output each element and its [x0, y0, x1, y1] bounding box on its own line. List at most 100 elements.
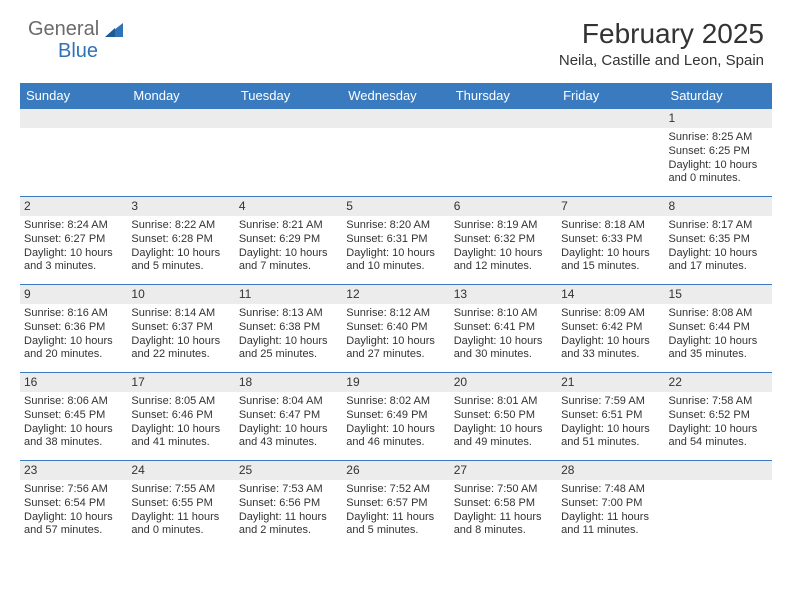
sunrise-line: Sunrise: 8:22 AM — [131, 219, 230, 233]
calendar-day-cell: 19Sunrise: 8:02 AMSunset: 6:49 PMDayligh… — [342, 373, 449, 461]
header: General Blue February 2025 Neila, Castil… — [0, 0, 792, 77]
calendar-day-cell: . — [127, 109, 234, 197]
logo-text-blue: Blue — [58, 40, 98, 63]
calendar-day-cell: 10Sunrise: 8:14 AMSunset: 6:37 PMDayligh… — [127, 285, 234, 373]
sunrise-line: Sunrise: 8:16 AM — [24, 307, 123, 321]
daylight-line: Daylight: 10 hours — [669, 159, 768, 173]
calendar-day-cell: 20 Sunrise: 8:01 AMSunset: 6:50 PMDayligh… — [450, 373, 557, 461]
calendar-day-cell: 17Sunrise: 8:05 AMSunset: 6:46 PMDayligh… — [127, 373, 234, 461]
sunrise-line: Sunrise: 7:50 AM — [454, 483, 553, 497]
daylight-line: and 20 minutes. — [24, 348, 123, 362]
day-number: 2 — [20, 197, 127, 216]
daylight-line: Daylight: 10 hours — [669, 423, 768, 437]
calendar-week-row: 23Sunrise: 7:56 AMSunset: 6:54 PMDayligh… — [20, 461, 772, 549]
day-number: 27 — [450, 461, 557, 480]
sunset-line: Sunset: 6:56 PM — [239, 497, 338, 511]
day-number: 5 — [342, 197, 449, 216]
day-number-empty: . — [20, 109, 127, 128]
daylight-line: and 10 minutes. — [346, 260, 445, 274]
sunrise-line: Sunrise: 8:01 AM — [454, 395, 553, 409]
daylight-line: Daylight: 10 hours — [239, 247, 338, 261]
logo: General Blue — [28, 18, 127, 41]
calendar-body: ......1Sunrise: 8:25 AMSunset: 6:25 PMDa… — [20, 109, 772, 549]
sunset-line: Sunset: 6:49 PM — [346, 409, 445, 423]
sunrise-line: Sunrise: 8:06 AM — [24, 395, 123, 409]
calendar-day-cell: 5Sunrise: 8:20 AMSunset: 6:31 PMDaylight… — [342, 197, 449, 285]
daylight-line: and 8 minutes. — [454, 524, 553, 538]
day-number: 14 — [557, 285, 664, 304]
calendar-day-cell: 1Sunrise: 8:25 AMSunset: 6:25 PMDaylight… — [665, 109, 772, 197]
sunset-line: Sunset: 6:42 PM — [561, 321, 660, 335]
weekday-header: Wednesday — [342, 83, 449, 109]
sunset-line: Sunset: 6:27 PM — [24, 233, 123, 247]
daylight-line: Daylight: 10 hours — [24, 247, 123, 261]
sunset-line: Sunset: 6:36 PM — [24, 321, 123, 335]
sunset-line: Sunset: 6:32 PM — [454, 233, 553, 247]
calendar-day-cell: 26Sunrise: 7:52 AMSunset: 6:57 PMDayligh… — [342, 461, 449, 549]
sunrise-line: Sunrise: 8:12 AM — [346, 307, 445, 321]
calendar-day-cell: 23Sunrise: 7:56 AMSunset: 6:54 PMDayligh… — [20, 461, 127, 549]
calendar-table: SundayMondayTuesdayWednesdayThursdayFrid… — [20, 83, 772, 549]
sunrise-line: Sunrise: 7:52 AM — [346, 483, 445, 497]
sunrise-line: Sunrise: 7:53 AM — [239, 483, 338, 497]
day-number: 20 — [450, 373, 557, 392]
daylight-line: and 5 minutes. — [346, 524, 445, 538]
day-number: 10 — [127, 285, 234, 304]
daylight-line: and 49 minutes. — [454, 436, 553, 450]
daylight-line: Daylight: 10 hours — [561, 247, 660, 261]
sunset-line: Sunset: 6:41 PM — [454, 321, 553, 335]
day-number: 4 — [235, 197, 342, 216]
daylight-line: Daylight: 10 hours — [131, 335, 230, 349]
sunrise-line: Sunrise: 8:20 AM — [346, 219, 445, 233]
calendar-day-cell: 3Sunrise: 8:22 AMSunset: 6:28 PMDaylight… — [127, 197, 234, 285]
day-number-empty: . — [557, 109, 664, 128]
sunrise-line: Sunrise: 7:59 AM — [561, 395, 660, 409]
daylight-line: Daylight: 10 hours — [669, 335, 768, 349]
sunset-line: Sunset: 6:55 PM — [131, 497, 230, 511]
calendar-day-cell: 28Sunrise: 7:48 AMSunset: 7:00 PMDayligh… — [557, 461, 664, 549]
daylight-line: and 27 minutes. — [346, 348, 445, 362]
day-number-empty: . — [127, 109, 234, 128]
calendar-day-cell: 16Sunrise: 8:06 AMSunset: 6:45 PMDayligh… — [20, 373, 127, 461]
sunrise-line: Sunrise: 7:48 AM — [561, 483, 660, 497]
daylight-line: and 46 minutes. — [346, 436, 445, 450]
daylight-line: and 0 minutes. — [131, 524, 230, 538]
sunset-line: Sunset: 6:44 PM — [669, 321, 768, 335]
sunrise-line: Sunrise: 8:04 AM — [239, 395, 338, 409]
calendar-day-cell: . — [557, 109, 664, 197]
daylight-line: Daylight: 10 hours — [346, 247, 445, 261]
calendar-day-cell: . — [665, 461, 772, 549]
daylight-line: Daylight: 10 hours — [131, 247, 230, 261]
daylight-line: and 17 minutes. — [669, 260, 768, 274]
daylight-line: Daylight: 10 hours — [454, 423, 553, 437]
daylight-line: Daylight: 10 hours — [454, 335, 553, 349]
daylight-line: Daylight: 11 hours — [454, 511, 553, 525]
day-number: 25 — [235, 461, 342, 480]
day-number: 23 — [20, 461, 127, 480]
daylight-line: Daylight: 11 hours — [561, 511, 660, 525]
calendar-container: SundayMondayTuesdayWednesdayThursdayFrid… — [0, 77, 792, 549]
day-number-empty: . — [665, 461, 772, 480]
weekday-header: Thursday — [450, 83, 557, 109]
daylight-line: and 57 minutes. — [24, 524, 123, 538]
sunset-line: Sunset: 6:54 PM — [24, 497, 123, 511]
logo-text-general: General — [28, 18, 99, 41]
calendar-day-cell: 7Sunrise: 8:18 AMSunset: 6:33 PMDaylight… — [557, 197, 664, 285]
daylight-line: Daylight: 11 hours — [346, 511, 445, 525]
sunrise-line: Sunrise: 8:13 AM — [239, 307, 338, 321]
calendar-day-cell: 11Sunrise: 8:13 AMSunset: 6:38 PMDayligh… — [235, 285, 342, 373]
sunset-line: Sunset: 6:50 PM — [454, 409, 553, 423]
day-number: 19 — [342, 373, 449, 392]
daylight-line: and 51 minutes. — [561, 436, 660, 450]
daylight-line: and 25 minutes. — [239, 348, 338, 362]
sunset-line: Sunset: 6:51 PM — [561, 409, 660, 423]
daylight-line: Daylight: 11 hours — [131, 511, 230, 525]
calendar-day-cell: 4Sunrise: 8:21 AMSunset: 6:29 PMDaylight… — [235, 197, 342, 285]
daylight-line: Daylight: 10 hours — [239, 335, 338, 349]
daylight-line: and 33 minutes. — [561, 348, 660, 362]
day-number: 16 — [20, 373, 127, 392]
daylight-line: and 12 minutes. — [454, 260, 553, 274]
daylight-line: Daylight: 10 hours — [561, 335, 660, 349]
day-number: 13 — [450, 285, 557, 304]
day-number: 26 — [342, 461, 449, 480]
